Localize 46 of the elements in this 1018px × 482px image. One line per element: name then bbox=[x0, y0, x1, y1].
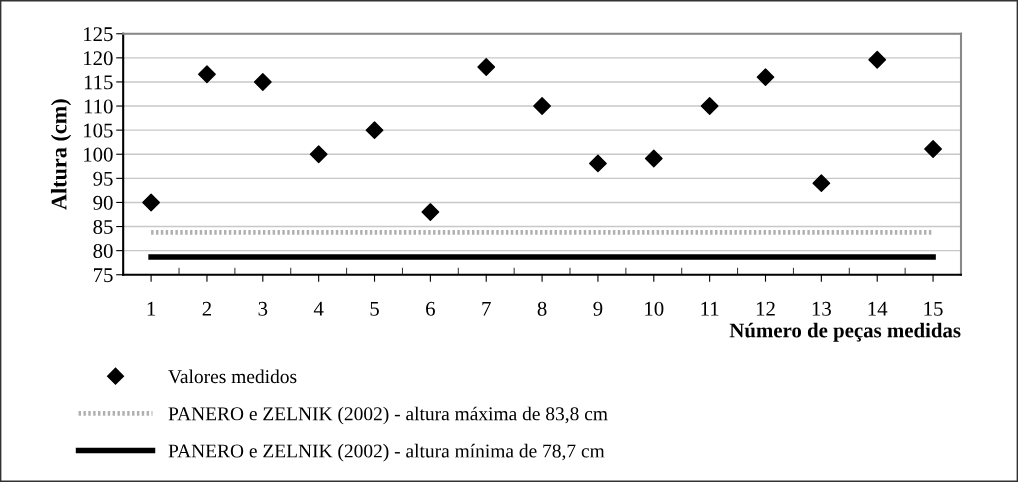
x-tick-label: 13 bbox=[812, 301, 831, 316]
point bbox=[812, 174, 831, 193]
y-tick-label: 80 bbox=[93, 244, 113, 259]
point bbox=[198, 65, 216, 84]
point bbox=[924, 140, 942, 158]
x-tick-label: 7 bbox=[482, 301, 491, 316]
point bbox=[253, 73, 272, 91]
point bbox=[421, 203, 440, 221]
y-tick-label: 75 bbox=[94, 268, 113, 283]
x-axis-title: Número de peças medidas bbox=[729, 322, 961, 342]
y-tick-label: 100 bbox=[84, 147, 113, 162]
y-axis-title: Altura (cm) bbox=[50, 99, 72, 210]
x-tick-label: 1 bbox=[147, 301, 156, 316]
x-tick-label: 4 bbox=[313, 301, 324, 316]
point bbox=[644, 149, 663, 168]
x-tick-label: 14 bbox=[868, 301, 888, 316]
x-tick-label: 5 bbox=[370, 301, 379, 316]
point bbox=[589, 154, 607, 173]
x-tick-label: 8 bbox=[537, 301, 547, 316]
point bbox=[309, 145, 328, 164]
x-tick-label: 9 bbox=[593, 301, 603, 316]
y-tick-label: 120 bbox=[84, 51, 113, 66]
y-tick-label: 115 bbox=[84, 75, 113, 90]
legend-label: PANERO e ZELNIK (2002) - altura máxima de 83,8 cm bbox=[168, 406, 608, 425]
x-tick-label: 6 bbox=[426, 301, 435, 316]
point bbox=[868, 50, 887, 69]
legend-label: PANERO e ZELNIK (2002) - altura mínima de 78,7 cm bbox=[168, 443, 605, 462]
y-tick-label: 85 bbox=[93, 219, 113, 234]
y-tick-label: 90 bbox=[93, 195, 113, 210]
y-tick-label: 125 bbox=[84, 27, 113, 42]
point bbox=[365, 121, 384, 140]
x-tick-label: 2 bbox=[202, 301, 212, 316]
legend-label: Valores medidos bbox=[168, 369, 297, 384]
x-tick-label: 11 bbox=[701, 301, 719, 316]
y-tick-label: 105 bbox=[84, 123, 113, 138]
y-tick-label: 95 bbox=[93, 171, 113, 186]
point bbox=[756, 68, 775, 87]
point bbox=[142, 193, 161, 212]
point bbox=[477, 58, 496, 76]
x-tick-label: 15 bbox=[924, 301, 943, 316]
point bbox=[533, 97, 551, 115]
y-tick-label: 110 bbox=[84, 99, 113, 114]
point bbox=[700, 97, 719, 115]
x-tick-label: 12 bbox=[756, 301, 775, 316]
x-tick-label: 10 bbox=[645, 301, 664, 316]
x-tick-label: 3 bbox=[258, 301, 268, 316]
